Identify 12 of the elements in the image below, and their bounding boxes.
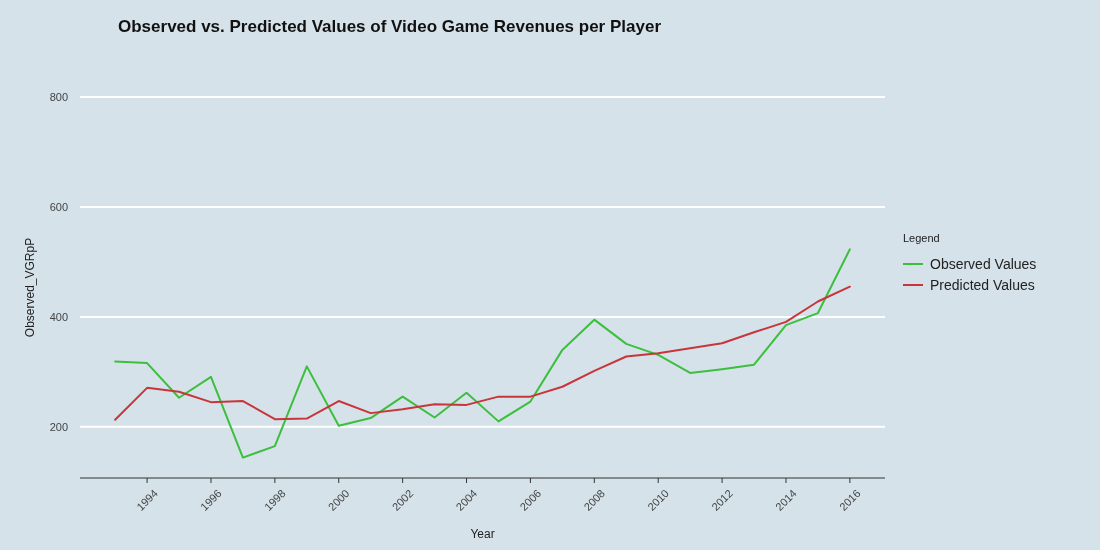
legend-label: Predicted Values	[930, 276, 1035, 293]
legend-label: Observed Values	[930, 255, 1037, 272]
y-tick-label: 200	[49, 420, 68, 433]
line-series	[114, 248, 851, 459]
chart-title: Observed vs. Predicted Values of Video Game Revenues per Player	[118, 17, 662, 36]
line-series	[114, 285, 851, 421]
y-tick-label: 600	[49, 200, 68, 213]
y-tick-label: 800	[49, 90, 68, 103]
legend-title: Legend	[903, 232, 940, 244]
y-axis-title: Observed_VGRpP	[23, 237, 37, 338]
x-axis-title: Year	[470, 527, 495, 541]
y-tick-label: 400	[49, 310, 68, 323]
